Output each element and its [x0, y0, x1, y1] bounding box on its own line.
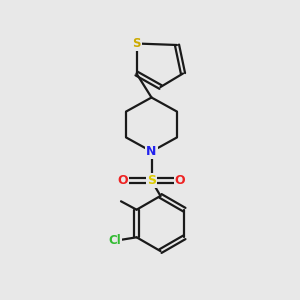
Text: O: O	[118, 174, 128, 187]
Text: S: S	[147, 174, 156, 187]
Text: S: S	[132, 37, 141, 50]
Text: Cl: Cl	[108, 234, 121, 247]
Text: O: O	[175, 174, 185, 187]
Text: N: N	[146, 145, 157, 158]
